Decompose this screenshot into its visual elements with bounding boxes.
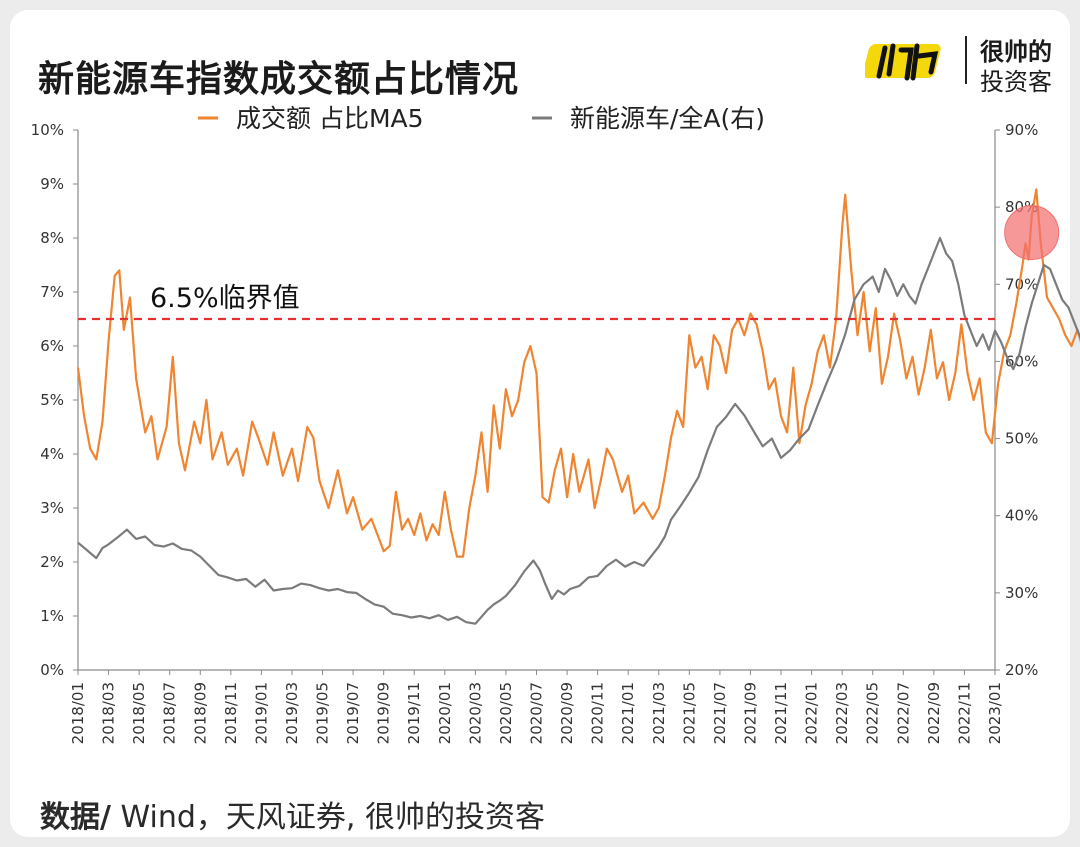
right-tick-label: 50% xyxy=(1005,430,1038,448)
logo-line-1: 很帅的 xyxy=(980,38,1052,66)
chart-plot-area: 6.5%临界值 xyxy=(76,188,1080,625)
x-tick-label: 2018/09 xyxy=(191,682,209,744)
x-tick-label: 2018/07 xyxy=(161,682,179,744)
x-tick-label: 2020/11 xyxy=(589,682,607,744)
series-line-turnover-ratio xyxy=(76,188,1080,558)
x-tick-label: 2019/01 xyxy=(252,682,270,744)
x-tick-label: 2018/05 xyxy=(130,682,148,744)
right-tick-label: 70% xyxy=(1005,275,1038,293)
x-tick-label: 2019/11 xyxy=(405,682,423,744)
x-tick-label: 2021/05 xyxy=(680,682,698,744)
x-tick-label: 2019/03 xyxy=(283,682,301,744)
page-title: 新能源车指数成交额占比情况 xyxy=(38,59,520,100)
left-tick-label: 3% xyxy=(40,499,64,517)
left-tick-label: 0% xyxy=(40,661,64,679)
right-tick-label: 60% xyxy=(1005,352,1038,370)
right-tick-label: 20% xyxy=(1005,661,1038,679)
source-prefix: 数据/ xyxy=(40,800,111,835)
left-tick-label: 5% xyxy=(40,391,64,409)
x-tick-label: 2022/11 xyxy=(955,682,973,744)
x-tick-label: 2021/07 xyxy=(711,682,729,744)
x-tick-label: 2019/07 xyxy=(344,682,362,744)
legend-label: 成交额 占比MA5 xyxy=(236,104,424,133)
legend-label: 新能源车/全A(右) xyxy=(570,104,765,133)
left-tick-label: 4% xyxy=(40,445,64,463)
chart-card: 新能源车指数成交额占比情况 很帅的 投资客 数据/ Wind，天风证券, 很帅的… xyxy=(10,10,1070,837)
chart-axes: 0% 1% 2% 3% 4% 5% 6% 7% 8% 9% 10% 20% 30% 40% 50% 60% 70… xyxy=(31,121,1039,744)
left-tick-label: 1% xyxy=(40,607,64,625)
handwriting-logo-icon xyxy=(865,43,941,81)
source-text: Wind，天风证券, 很帅的投资客 xyxy=(120,800,545,835)
left-tick-label: 8% xyxy=(40,229,64,247)
data-source: 数据/ Wind，天风证券, 很帅的投资客 xyxy=(40,792,545,836)
x-tick-label: 2020/03 xyxy=(466,682,484,744)
x-tick-label: 2018/03 xyxy=(100,682,118,744)
x-tick-label: 2020/05 xyxy=(497,682,515,744)
x-tick-label: 2022/07 xyxy=(894,682,912,744)
right-tick-label: 40% xyxy=(1005,507,1038,525)
peak-highlight-marker xyxy=(1004,205,1060,261)
x-tick-label: 2021/11 xyxy=(772,682,790,744)
x-tick-label: 2022/03 xyxy=(833,682,851,744)
left-tick-label: 10% xyxy=(31,121,64,139)
left-tick-label: 6% xyxy=(40,337,64,355)
x-tick-label: 2018/01 xyxy=(69,682,87,744)
right-tick-label: 90% xyxy=(1005,121,1038,139)
x-tick-label: 2020/09 xyxy=(558,682,576,744)
x-tick-label: 2020/01 xyxy=(436,682,454,744)
x-tick-label: 2019/05 xyxy=(314,682,332,744)
x-tick-label: 2021/01 xyxy=(619,682,637,744)
x-tick-label: 2020/07 xyxy=(528,682,546,744)
chart-legend: 成交额 占比MA5 新能源车/全A(右) xyxy=(198,104,765,133)
x-tick-label: 2022/09 xyxy=(925,682,943,744)
right-tick-label: 30% xyxy=(1005,584,1038,602)
x-tick-label: 2023/01 xyxy=(986,682,1004,744)
logo-divider xyxy=(965,36,967,84)
series-line-nev-vs-all-a xyxy=(77,236,1080,625)
left-tick-label: 2% xyxy=(40,553,64,571)
reference-line-label: 6.5%临界值 xyxy=(150,283,300,314)
x-tick-label: 2021/03 xyxy=(650,682,668,744)
x-tick-label: 2018/11 xyxy=(222,682,240,744)
x-tick-label: 2022/05 xyxy=(864,682,882,744)
logo-line-2: 投资客 xyxy=(980,68,1052,96)
x-tick-label: 2022/01 xyxy=(803,682,821,744)
x-tick-label: 2021/09 xyxy=(741,682,759,744)
left-tick-label: 9% xyxy=(40,175,64,193)
left-tick-label: 7% xyxy=(40,283,64,301)
x-tick-label: 2019/09 xyxy=(375,682,393,744)
